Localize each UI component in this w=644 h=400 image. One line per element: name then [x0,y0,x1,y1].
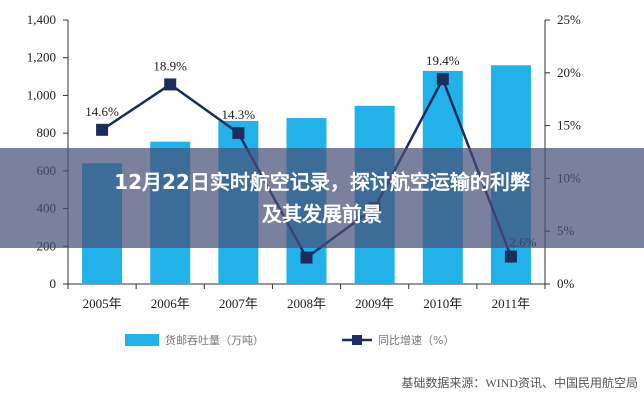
y-left-tick-label: 1,000 [27,87,56,102]
y-left-tick-label: 800 [37,125,57,140]
y-left-tick-label: 1,400 [27,12,56,27]
line-point [436,73,449,86]
y-right-tick-label: 15% [557,118,581,133]
line-point [300,251,313,264]
legend-swatch-bar [125,334,159,346]
y-left-tick-label: 1,200 [27,50,56,65]
legend-label-bar: 货邮吞吐量（万吨） [165,333,264,347]
x-tick-label: 2007年 [219,296,258,311]
x-tick-label: 2010年 [423,296,462,311]
legend-swatch-marker [352,335,362,345]
y-right-tick-label: 0% [557,276,575,291]
data-label: 14.6% [85,104,119,119]
y-right-tick-label: 25% [557,12,581,27]
line-point [164,78,177,91]
data-label: 14.3% [222,107,256,122]
x-tick-label: 2005年 [83,296,122,311]
x-tick-label: 2011年 [492,296,531,311]
y-right-tick-label: 20% [557,65,581,80]
x-tick-label: 2008年 [287,296,326,311]
y-left-tick-label: 0 [50,276,57,291]
overlay-headline: 12月22日实时航空记录，探讨航空运输的利弊及其发展前景 [114,170,530,226]
data-label: 19.4% [426,53,460,68]
source-note: 基础数据来源：WIND资讯、中国民用航空局 [401,376,638,390]
line-point [96,123,109,136]
line-point [504,250,517,263]
x-tick-label: 2006年 [151,296,190,311]
data-label: 18.9% [153,58,187,73]
title-banner: 12月22日实时航空记录，探讨航空运输的利弊及其发展前景 [0,148,644,248]
x-tick-label: 2009年 [355,296,394,311]
line-point [232,126,245,139]
legend-label-line: 同比增速（%） [378,333,454,347]
